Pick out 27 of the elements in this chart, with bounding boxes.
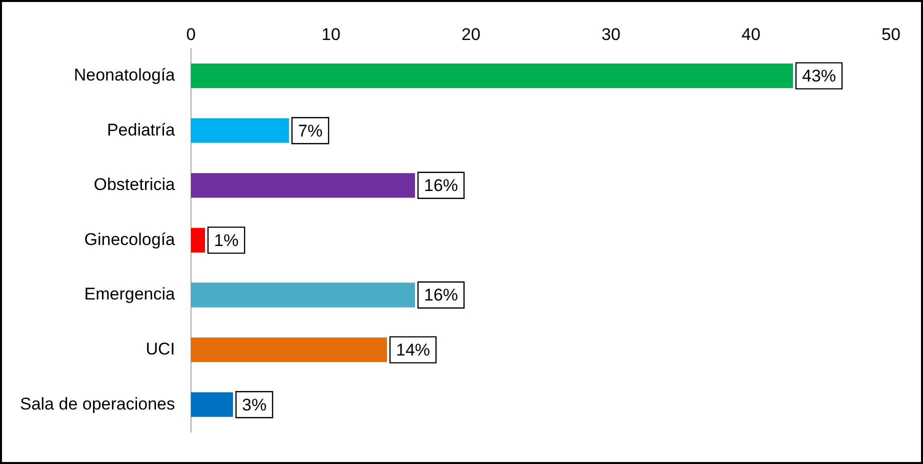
data-label: 14% xyxy=(396,340,430,360)
bar xyxy=(191,228,205,253)
y-tick-label: Ginecología xyxy=(84,230,176,249)
y-tick-label: Pediatría xyxy=(106,120,176,140)
bar xyxy=(191,282,415,308)
bar xyxy=(191,337,387,362)
data-label: 16% xyxy=(424,286,458,305)
y-tick-label: Sala de operaciones xyxy=(20,394,175,414)
x-tick-label: 20 xyxy=(462,24,480,44)
data-label: 3% xyxy=(242,395,267,414)
y-tick-label: Emergencia xyxy=(84,284,176,304)
x-tick-label: 10 xyxy=(322,24,340,44)
data-label: 16% xyxy=(424,176,458,196)
x-tick-label: 50 xyxy=(882,24,900,44)
bar xyxy=(191,392,233,417)
data-label: 1% xyxy=(214,230,239,250)
x-tick-label: 0 xyxy=(186,24,196,44)
data-label: 7% xyxy=(298,121,323,140)
y-tick-label: Obstetricia xyxy=(94,175,176,194)
y-tick-label: Neonatología xyxy=(74,65,176,84)
y-tick-label: UCI xyxy=(146,339,175,358)
x-tick-label: 30 xyxy=(602,24,620,44)
bar xyxy=(191,118,289,143)
x-tick-label: 40 xyxy=(742,24,760,44)
bar xyxy=(191,173,415,198)
bar xyxy=(191,63,793,88)
data-label: 43% xyxy=(802,66,836,86)
